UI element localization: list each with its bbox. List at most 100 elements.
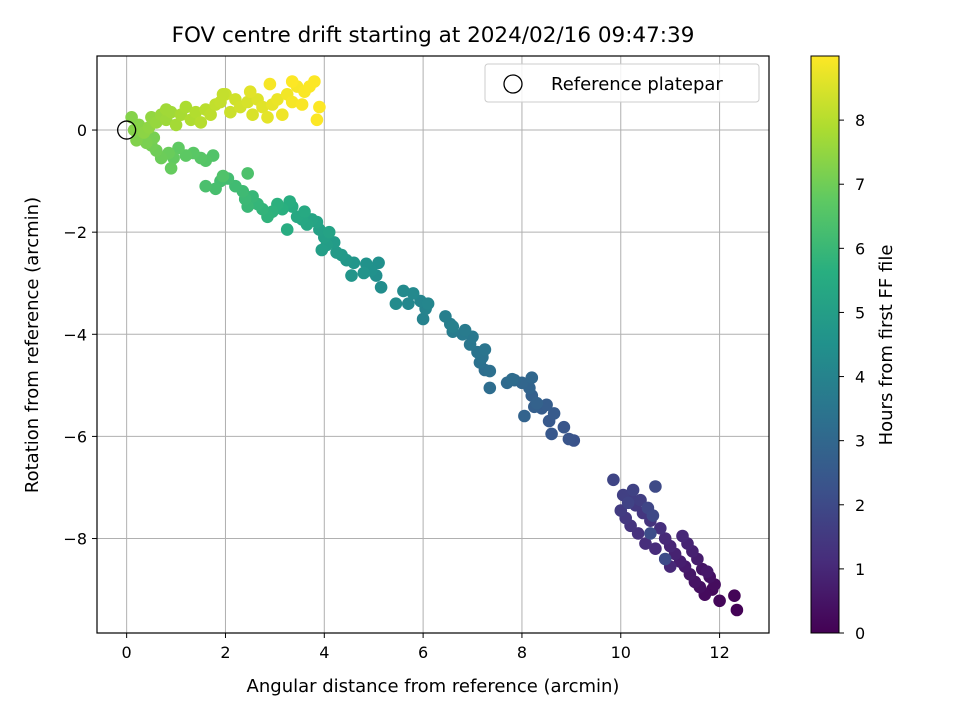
colorbar-tick-label: 8	[855, 111, 865, 130]
data-point	[728, 589, 741, 602]
data-point	[199, 179, 212, 193]
data-point	[439, 310, 452, 323]
data-point	[246, 108, 259, 121]
plot-frame	[96, 55, 770, 634]
data-point	[607, 473, 620, 487]
colorbar-tick-label: 5	[855, 303, 865, 322]
x-tick-label: 12	[709, 643, 729, 662]
colorbar-tick-label: 2	[855, 496, 865, 515]
data-point	[547, 407, 561, 420]
colorbar-ticks: 0 1 2 3 4 5 6 7 8	[839, 111, 865, 643]
data-point	[402, 297, 415, 311]
legend-label: Reference platepar	[551, 74, 723, 95]
data-point	[357, 266, 371, 280]
data-point	[446, 320, 460, 333]
data-point	[389, 297, 403, 311]
data-point	[313, 100, 326, 114]
x-axis-label: Angular distance from reference (arcmin)	[247, 676, 620, 697]
colorbar-tick-label: 1	[855, 560, 865, 579]
data-point	[406, 287, 420, 300]
data-point	[276, 108, 289, 121]
data-point	[626, 483, 640, 497]
colorbar-tick-label: 7	[855, 175, 865, 194]
data-point	[397, 284, 410, 298]
data-point	[285, 75, 299, 88]
legend-box	[484, 63, 760, 103]
data-point	[646, 509, 660, 522]
colorbar-tick-label: 3	[855, 432, 865, 451]
y-tick-label: −4	[63, 325, 87, 344]
y-tick-label: −8	[63, 530, 87, 549]
data-point	[330, 246, 343, 259]
data-point	[295, 98, 309, 111]
data-point	[545, 427, 558, 441]
data-point	[243, 85, 257, 98]
data-point	[209, 182, 222, 196]
data-point	[483, 381, 497, 395]
data-point	[649, 480, 662, 493]
data-point	[621, 496, 635, 510]
colorbar-tick-label: 4	[855, 368, 865, 387]
data-point	[540, 398, 553, 412]
data-point	[374, 281, 388, 294]
reference-platepar-marker	[116, 120, 137, 140]
reference-marker-group	[116, 120, 137, 140]
data-point	[658, 552, 672, 566]
data-point	[530, 396, 544, 410]
data-point	[298, 205, 311, 218]
data-point	[345, 269, 358, 282]
data-point	[194, 116, 208, 129]
colorbar-label: Hours from first FF file	[876, 245, 897, 446]
legend-reference-marker-icon	[503, 74, 523, 94]
data-point	[639, 537, 652, 550]
data-point	[654, 522, 667, 535]
data-point	[256, 100, 269, 114]
y-tick-label: −2	[63, 223, 87, 242]
data-point	[164, 162, 178, 175]
data-point	[421, 297, 435, 311]
data-point	[271, 93, 284, 106]
x-tick-label: 10	[611, 643, 631, 662]
x-tick-label: 0	[122, 643, 132, 662]
x-tick-label: 2	[220, 643, 230, 662]
data-point	[644, 527, 657, 540]
colorbar	[810, 55, 840, 634]
data-point	[310, 113, 324, 127]
data-point	[241, 95, 254, 109]
data-point	[159, 103, 173, 116]
data-point	[676, 529, 689, 543]
data-point	[169, 118, 183, 132]
data-point	[224, 105, 237, 119]
chart-title: FOV centre drift starting at 2024/02/16 …	[172, 23, 695, 48]
y-axis-ticks: 0 −2 −4 −6 −8	[63, 121, 97, 549]
data-point	[562, 432, 576, 446]
data-point	[172, 141, 185, 155]
data-point	[730, 603, 744, 617]
y-axis-label: Rotation from reference (arcmin)	[22, 197, 43, 493]
data-point	[261, 111, 274, 124]
data-point	[179, 100, 193, 114]
data-point	[308, 75, 321, 88]
colorbar-tick-label: 6	[855, 239, 865, 258]
data-points	[125, 75, 744, 617]
data-point	[315, 243, 329, 257]
data-point	[189, 105, 203, 119]
data-point	[483, 364, 497, 378]
data-point	[285, 95, 299, 109]
x-tick-label: 8	[517, 643, 527, 662]
data-point	[125, 111, 138, 124]
data-point	[713, 594, 726, 608]
data-point	[204, 108, 217, 121]
data-point	[525, 371, 539, 385]
x-axis-ticks: 0 2 4 6 8 10 12	[122, 633, 730, 662]
y-tick-label: −6	[63, 427, 87, 446]
colorbar-tick-label: 0	[855, 624, 865, 643]
data-point	[649, 542, 662, 555]
data-point	[216, 169, 230, 183]
data-point	[557, 420, 571, 434]
data-point	[458, 323, 472, 337]
data-point	[263, 77, 277, 91]
data-point	[518, 409, 531, 423]
x-tick-label: 4	[319, 643, 329, 662]
